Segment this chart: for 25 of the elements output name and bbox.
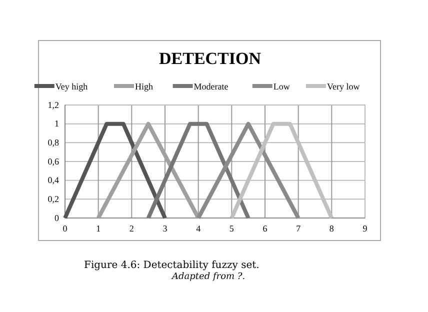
legend-label: Vey high [55,82,88,92]
x-tick-label: 6 [262,223,268,234]
y-tick-label: 1,2 [48,100,59,110]
x-tick-label: 1 [96,223,101,234]
x-tick-label: 4 [196,223,202,234]
y-tick-label: 0,6 [48,156,60,166]
x-tick-label: 7 [296,223,302,234]
y-tick-label: 0,8 [48,138,60,148]
chart-title: DETECTION [158,49,262,68]
x-tick-label: 3 [162,223,168,234]
y-tick-label: 0,2 [48,194,59,204]
x-tick-label: 8 [329,223,334,234]
legend-label: Moderate [194,82,228,92]
legend-label: Very low [327,82,360,92]
x-tick-label: 2 [129,223,134,234]
x-tick-label: 9 [362,223,368,234]
caption: Figure 4.6: Detectability fuzzy set. [84,260,260,271]
y-tick-label: 0,4 [48,175,60,186]
text: Adapted from ?. [171,272,246,282]
y-tick-label: 0 [54,212,60,223]
y-tick-label: 1 [54,118,59,129]
x-tick-label: 5 [229,223,234,234]
legend-label: High [135,82,154,92]
legend-label: Low [273,82,290,92]
x-tick-label: 0 [62,223,68,234]
